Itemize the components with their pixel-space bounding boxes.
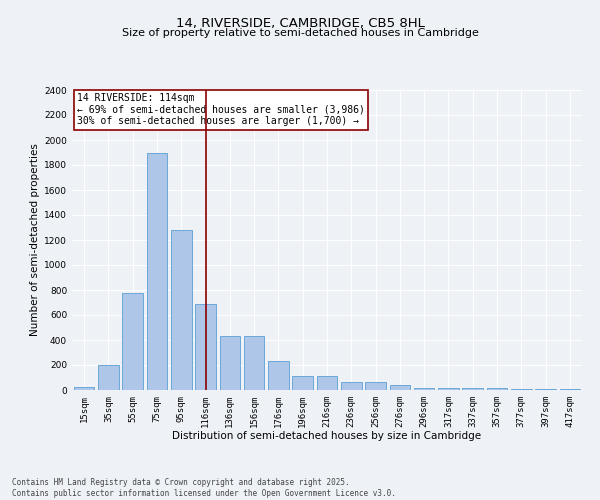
Bar	[414, 388, 434, 390]
Text: Size of property relative to semi-detached houses in Cambridge: Size of property relative to semi-detach…	[122, 28, 478, 38]
Bar	[244, 336, 265, 390]
X-axis label: Distribution of semi-detached houses by size in Cambridge: Distribution of semi-detached houses by …	[172, 432, 482, 442]
Y-axis label: Number of semi-detached properties: Number of semi-detached properties	[30, 144, 40, 336]
Text: 14, RIVERSIDE, CAMBRIDGE, CB5 8HL: 14, RIVERSIDE, CAMBRIDGE, CB5 8HL	[176, 18, 424, 30]
Bar	[220, 336, 240, 390]
Bar	[146, 152, 167, 390]
Bar	[74, 387, 94, 390]
Bar	[98, 365, 119, 390]
Bar	[487, 388, 508, 390]
Bar	[122, 293, 143, 390]
Bar	[292, 376, 313, 390]
Bar	[341, 382, 362, 390]
Bar	[535, 389, 556, 390]
Text: 14 RIVERSIDE: 114sqm
← 69% of semi-detached houses are smaller (3,986)
30% of se: 14 RIVERSIDE: 114sqm ← 69% of semi-detac…	[77, 93, 365, 126]
Bar	[511, 389, 532, 390]
Bar	[365, 382, 386, 390]
Bar	[171, 230, 191, 390]
Bar	[317, 376, 337, 390]
Bar	[438, 388, 459, 390]
Text: Contains HM Land Registry data © Crown copyright and database right 2025.
Contai: Contains HM Land Registry data © Crown c…	[12, 478, 396, 498]
Bar	[389, 385, 410, 390]
Bar	[195, 304, 216, 390]
Bar	[463, 388, 483, 390]
Bar	[268, 361, 289, 390]
